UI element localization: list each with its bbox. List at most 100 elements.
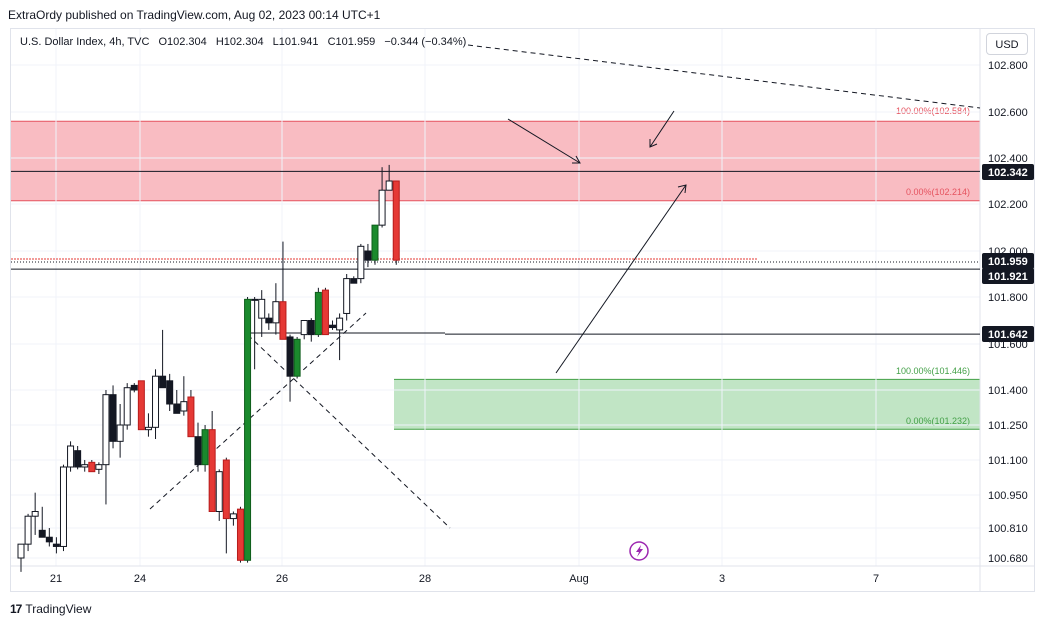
dashed-line-down: [247, 334, 451, 529]
candle-body: [279, 301, 287, 340]
price-tag-bg: [982, 326, 1034, 342]
x-tick-label: 28: [419, 573, 431, 585]
candle-body: [272, 301, 280, 324]
x-tick-label: 21: [50, 573, 62, 585]
candle-body: [102, 394, 110, 466]
candle-body: [194, 436, 202, 466]
candle-body: [173, 403, 181, 414]
grid-layer: [11, 29, 1034, 591]
candle-body: [307, 320, 315, 336]
trendline-dashed-top: [467, 44, 981, 109]
price-tag-bg: [982, 253, 1034, 269]
price-tag-label: 101.921: [988, 271, 1028, 283]
demand-fib-label-bottom: 0.00%(101.232): [906, 416, 970, 426]
candle-body: [95, 464, 103, 470]
candle-body: [24, 515, 32, 545]
candles-layer: [17, 164, 400, 572]
zones-layer: 100.00%(102.584) 0.00%(102.214) 100.00%(10…: [11, 106, 980, 430]
candle-body: [116, 424, 124, 442]
x-tick-label: 26: [276, 573, 288, 585]
candle-body: [201, 429, 209, 466]
candle-body: [59, 466, 67, 547]
candle-body: [392, 180, 400, 261]
price-tags: 102.342 101.959 101.921 101.642: [982, 164, 1034, 342]
candle-body: [109, 394, 117, 442]
candle-body: [371, 224, 379, 261]
candle-body: [222, 459, 230, 520]
candle-body: [314, 291, 322, 336]
ohlc-high: H102.304: [215, 36, 264, 48]
candle-body: [357, 245, 365, 280]
ohlc-open: O102.304: [158, 36, 207, 48]
y-tick-label: 102.400: [988, 153, 1028, 165]
dashed-line-up-left: [149, 312, 367, 510]
y-tick-label: 101.400: [988, 385, 1028, 397]
candle-body: [152, 375, 160, 428]
candle-body: [208, 429, 216, 512]
candle-body: [378, 189, 386, 226]
candle-body: [144, 426, 152, 431]
candle-body: [166, 380, 174, 405]
demand-fib-label-top: 100.00%(101.446): [896, 366, 970, 376]
footer: 17 TradingView: [10, 602, 91, 616]
candle-body: [244, 298, 252, 561]
arrowhead-down-left: [649, 139, 658, 148]
candle-body: [293, 338, 301, 377]
chart-frame[interactable]: [10, 28, 1035, 592]
candle-body: [74, 450, 82, 468]
y-axis: 102.800102.600102.400102.200102.000101.8…: [988, 60, 1028, 565]
candle-body: [215, 471, 223, 512]
candle-body: [137, 380, 145, 431]
candle-body: [88, 461, 96, 473]
candle-body: [38, 529, 46, 538]
y-tick-label: 100.680: [988, 553, 1028, 565]
supply-zone: [11, 121, 980, 201]
price-tag-label: 101.642: [988, 329, 1028, 341]
candle-body: [251, 298, 259, 301]
currency-button[interactable]: USD: [986, 33, 1028, 55]
x-tick-label: 24: [134, 573, 146, 585]
candle-body: [81, 464, 89, 468]
candle-body: [385, 180, 393, 191]
candle-body: [45, 536, 53, 543]
publisher-header: ExtraOrdy published on TradingView.com, …: [8, 8, 381, 22]
arrowhead-down-right: [572, 155, 581, 164]
price-tag-bg: [982, 164, 1034, 180]
x-tick-label: Aug: [569, 573, 589, 585]
candle-body: [31, 511, 39, 517]
candle-body: [321, 289, 329, 336]
supply-fib-label-top: 100.00%(102.584): [896, 106, 970, 116]
candle-body: [17, 543, 25, 559]
y-tick-label: 102.200: [988, 199, 1028, 211]
y-tick-label: 100.950: [988, 490, 1028, 502]
candle-body: [52, 543, 60, 547]
trend-arrow-up: [555, 184, 687, 374]
arrow-down-right: [507, 118, 581, 164]
y-tick-label: 101.250: [988, 420, 1028, 432]
footer-brand[interactable]: TradingView: [25, 602, 92, 616]
candle-body: [364, 250, 372, 261]
horizontal-lines-layer: [11, 170, 980, 335]
candle-body: [180, 401, 188, 412]
candle-body: [159, 375, 167, 389]
y-tick-label: 102.600: [988, 107, 1028, 119]
drawings-layer: [11, 44, 981, 529]
arrowhead-up: [677, 184, 687, 194]
demand-zone: [394, 379, 980, 430]
candle-body: [67, 445, 75, 468]
candle-body: [258, 298, 266, 319]
candle-body: [329, 324, 337, 329]
y-tick-label: 102.800: [988, 60, 1028, 72]
x-tick-label: 7: [873, 573, 879, 585]
lightning-bolt-icon[interactable]: [629, 541, 649, 561]
symbol-name: U.S. Dollar Index, 4h, TVC: [20, 36, 150, 48]
candle-body: [187, 396, 195, 438]
ohlc-change: −0.344 (−0.34%): [384, 36, 467, 48]
candle-body: [286, 336, 294, 377]
candle-body: [336, 317, 344, 331]
tradingview-logo-icon: 17: [10, 602, 22, 616]
candle-body: [343, 278, 351, 314]
candle-body: [236, 508, 244, 561]
candle-body: [265, 317, 273, 324]
